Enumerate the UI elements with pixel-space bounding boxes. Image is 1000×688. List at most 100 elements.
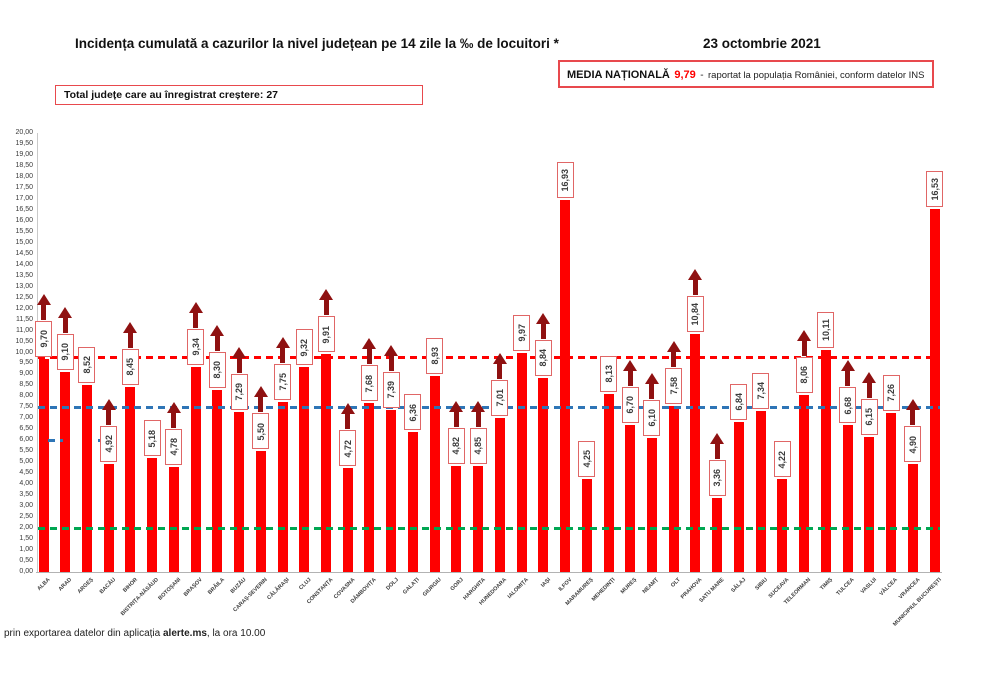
- bar-value-label: 4,72: [339, 430, 357, 467]
- y-axis-tick-label: 12,50: [15, 293, 33, 301]
- bar-value-label: 7,58: [665, 367, 683, 404]
- increase-arrow-icon: [210, 324, 225, 351]
- increase-arrow-icon: [644, 373, 659, 400]
- bar: [342, 468, 353, 572]
- increase-arrow-icon: [232, 346, 247, 373]
- y-axis-tick-label: 6,50: [19, 425, 33, 433]
- bar: [690, 334, 701, 572]
- increase-arrow-icon: [471, 400, 486, 427]
- bar-value-label: 9,91: [317, 316, 335, 353]
- x-axis-label: DOLJ: [384, 577, 400, 592]
- bar: [929, 209, 940, 572]
- bar-value-text: 4,25: [581, 449, 592, 468]
- bar-value-text: 8,84: [538, 349, 549, 367]
- y-axis-tick-label: 13,00: [15, 282, 33, 290]
- bar: [212, 389, 223, 572]
- y-axis-tick-label: 14,00: [15, 260, 33, 268]
- bar: [560, 200, 571, 572]
- bar-value-text: 7,01: [494, 389, 505, 407]
- arrow-head: [862, 372, 877, 383]
- arrow-head: [905, 399, 920, 411]
- bar: [755, 410, 766, 572]
- bar-value-label: 8,30: [208, 351, 226, 388]
- arrow-head: [123, 321, 138, 333]
- bar-value-label: 6,70: [621, 386, 639, 423]
- arrow-head: [666, 340, 681, 352]
- bar-value-label: 7,75: [274, 363, 292, 400]
- y-axis-tick-label: 10,00: [15, 348, 33, 356]
- bar-value-text: 6,68: [842, 396, 853, 415]
- y-axis-tick-label: 4,00: [19, 480, 33, 488]
- bar-value-text: 6,70: [625, 396, 636, 414]
- bar: [625, 424, 636, 572]
- arrow-stem: [214, 335, 220, 351]
- increase-arrow-icon: [666, 340, 681, 367]
- x-axis-label: GALAȚI: [402, 577, 422, 596]
- reference-line-threshold-7-5: [38, 405, 940, 409]
- increase-arrow-icon: [840, 360, 855, 387]
- y-axis-tick-label: 19,50: [15, 139, 33, 147]
- arrow-head: [710, 433, 725, 445]
- bar-value-text: 6,10: [646, 409, 657, 427]
- arrow-stem: [193, 312, 199, 328]
- bar: [473, 465, 484, 572]
- x-axis-label: BIHOR: [121, 577, 139, 594]
- bar-value-label: 7,68: [360, 365, 378, 402]
- y-axis-tick-label: 11,00: [16, 326, 33, 334]
- arrow-stem: [345, 414, 351, 430]
- bar-value-text: 7,68: [364, 374, 375, 393]
- bar: [147, 458, 158, 572]
- bar-value-text: 8,30: [212, 361, 223, 379]
- bar-value-text: 8,45: [125, 357, 136, 376]
- bar-value-text: 9,70: [38, 330, 49, 348]
- arrow-head: [449, 401, 464, 413]
- bar-value-text: 6,36: [407, 403, 418, 422]
- footer-prefix: prin exportarea datelor din aplicația: [4, 628, 163, 639]
- increase-arrow-icon: [58, 307, 73, 334]
- x-axis-label: VASLUI: [859, 577, 878, 596]
- arrow-stem: [366, 349, 372, 365]
- y-axis-tick-label: 12,00: [15, 304, 33, 312]
- x-axis-label: BUZĂU: [229, 577, 248, 595]
- y-axis-tick-label: 17,00: [15, 194, 33, 202]
- bar-value-text: 9,10: [60, 343, 71, 362]
- bar-value-label: 6,84: [730, 383, 748, 420]
- arrow-stem: [540, 323, 546, 339]
- y-axis-tick-label: 9,00: [19, 370, 33, 378]
- x-axis-label: BISTRIȚA-NĂSĂUD: [120, 577, 161, 618]
- x-axis-label: ARAD: [57, 577, 74, 593]
- bar-value-label: 9,10: [56, 334, 74, 371]
- arrow-head: [688, 269, 703, 281]
- bar-value-text: 6,15: [864, 408, 875, 426]
- bar: [516, 353, 527, 572]
- y-axis-tick-label: 20,00: [15, 129, 33, 136]
- bar: [842, 425, 853, 572]
- bar-value-label: 4,92: [100, 426, 118, 462]
- y-axis-tick-label: 16,00: [15, 216, 33, 224]
- y-axis-tick-label: 1,50: [19, 535, 33, 543]
- bar-value-text: 8,06: [799, 366, 810, 384]
- bar-value-label: 9,97: [513, 315, 531, 352]
- bar-value-text: 4,92: [103, 435, 114, 453]
- bar-value-label: 9,34: [187, 328, 205, 365]
- x-axis-label: BOTOȘANI: [157, 577, 183, 602]
- bar-value-text: 4,78: [168, 438, 179, 456]
- y-axis-tick-label: 2,50: [19, 513, 33, 521]
- x-axis-label: CLUJ: [298, 577, 313, 592]
- bar-value-text: 8,13: [603, 364, 614, 383]
- arrow-stem: [258, 397, 264, 413]
- report-date: 23 octombrie 2021: [703, 36, 821, 51]
- y-axis-tick-label: 16,50: [15, 205, 33, 213]
- arrow-stem: [236, 357, 242, 373]
- x-axis-label: IAȘI: [539, 577, 552, 589]
- bar-value-label: 4,85: [469, 427, 487, 464]
- bar-value-text: 4,90: [907, 435, 918, 454]
- bar-value-text: 7,34: [755, 382, 766, 400]
- arrow-stem: [649, 384, 655, 400]
- bar-value-label: 7,34: [752, 372, 770, 409]
- growth-counties-label: Total județe care au înregistrat creșter…: [64, 89, 264, 101]
- bar-value-text: 10,84: [690, 302, 701, 326]
- y-axis-tick-label: 6,00: [19, 436, 33, 444]
- bar-value-label: 10,84: [686, 296, 704, 333]
